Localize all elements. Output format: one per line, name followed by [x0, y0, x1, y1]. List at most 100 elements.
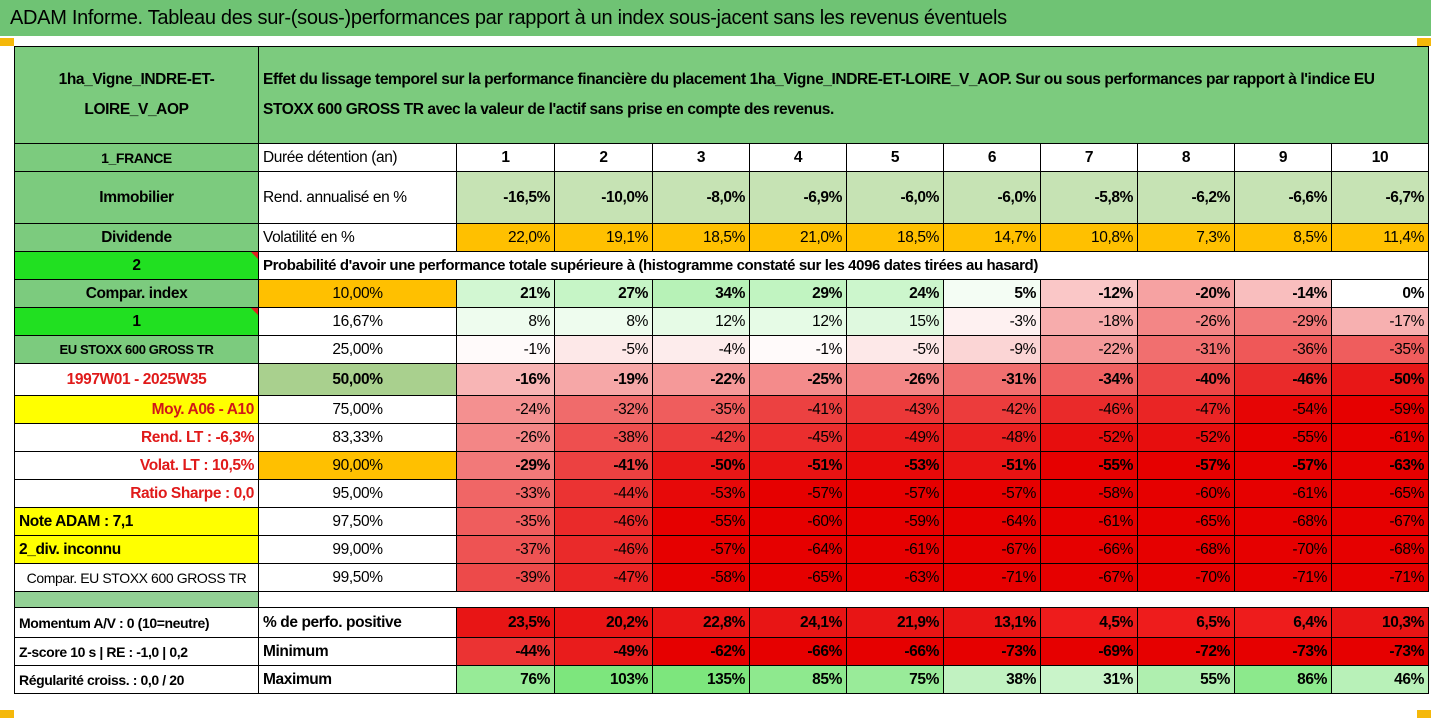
- quantile-value: -5%: [554, 335, 653, 364]
- quantile-label: 50,00%: [258, 363, 457, 396]
- vol-value: 8,5%: [1234, 223, 1332, 252]
- rend-value: -6,2%: [1137, 171, 1235, 224]
- zscore-label: Z-score 10 s | RE : -1,0 | 0,2: [14, 637, 259, 666]
- year-header: 9: [1234, 143, 1332, 172]
- moy-label: Moy. A06 - A10: [14, 395, 259, 424]
- quantile-value: -31%: [1137, 335, 1235, 364]
- num2-label: 2: [14, 251, 259, 280]
- quantile-value: -64%: [943, 507, 1041, 536]
- quantile-value: -1%: [749, 335, 847, 364]
- minimum-value: -73%: [1331, 637, 1429, 666]
- quantile-value: -36%: [1234, 335, 1332, 364]
- quantile-value: -64%: [749, 535, 847, 564]
- compar-full-label: Compar. EU STOXX 600 GROSS TR: [14, 563, 259, 592]
- quantile-value: -65%: [749, 563, 847, 592]
- quantile-value: -5%: [846, 335, 944, 364]
- country-label: 1_FRANCE: [14, 143, 259, 172]
- perf-pos-value: 6,4%: [1234, 607, 1332, 638]
- quantile-value: -57%: [1137, 451, 1235, 480]
- perf-pos-value: 23,5%: [456, 607, 555, 638]
- quantile-value: -3%: [943, 307, 1041, 336]
- quantile-value: -19%: [554, 363, 653, 396]
- maximum-value: 86%: [1234, 665, 1332, 694]
- vol-value: 7,3%: [1137, 223, 1235, 252]
- minimum-value: -73%: [943, 637, 1041, 666]
- regularite-label: Régularité croiss. : 0,0 / 20: [14, 665, 259, 694]
- quantile-value: -47%: [1137, 395, 1235, 424]
- vol-value: 21,0%: [749, 223, 847, 252]
- quantile-value: -65%: [1137, 507, 1235, 536]
- quantile-value: -70%: [1137, 563, 1235, 592]
- quantile-label: 99,50%: [258, 563, 457, 592]
- period-label: 1997W01 - 2025W35: [14, 363, 259, 396]
- quantile-value: -63%: [1331, 451, 1429, 480]
- quantile-value: -61%: [1234, 479, 1332, 508]
- rend-value: -16,5%: [456, 171, 555, 224]
- rend-lt-label: Rend. LT : -6,3%: [14, 423, 259, 452]
- quantile-label: 83,33%: [258, 423, 457, 452]
- quantile-value: -61%: [1331, 423, 1429, 452]
- description-cell: Effet du lissage temporel sur la perform…: [258, 46, 1429, 144]
- year-header: 4: [749, 143, 847, 172]
- minimum-value: -49%: [554, 637, 653, 666]
- quantile-value: -63%: [846, 563, 944, 592]
- quantile-value: -34%: [1040, 363, 1138, 396]
- year-header: 2: [554, 143, 653, 172]
- left-marker: [0, 38, 14, 46]
- right-marker-bottom: [1417, 710, 1431, 718]
- rend-value: -6,0%: [943, 171, 1041, 224]
- rend-value: -8,0%: [652, 171, 750, 224]
- quantile-value: -17%: [1331, 307, 1429, 336]
- quantile-value: 29%: [749, 279, 847, 308]
- quantile-value: -59%: [846, 507, 944, 536]
- quantile-value: 8%: [456, 307, 555, 336]
- quantile-value: -41%: [749, 395, 847, 424]
- quantile-value: -43%: [846, 395, 944, 424]
- year-header: 6: [943, 143, 1041, 172]
- quantile-value: -55%: [652, 507, 750, 536]
- quantile-value: -54%: [1234, 395, 1332, 424]
- perf-pos-value: 10,3%: [1331, 607, 1429, 638]
- quantile-value: -26%: [1137, 307, 1235, 336]
- vol-value: 19,1%: [554, 223, 653, 252]
- quantile-value: 0%: [1331, 279, 1429, 308]
- quantile-value: -37%: [456, 535, 555, 564]
- year-header: 10: [1331, 143, 1429, 172]
- maximum-value: 46%: [1331, 665, 1429, 694]
- quantile-value: -70%: [1234, 535, 1332, 564]
- maximum-value: 75%: [846, 665, 944, 694]
- quantile-value: -22%: [1040, 335, 1138, 364]
- quantile-value: -67%: [1331, 507, 1429, 536]
- quantile-value: -45%: [749, 423, 847, 452]
- quantile-value: -46%: [554, 535, 653, 564]
- quantile-value: -66%: [1040, 535, 1138, 564]
- year-header: 5: [846, 143, 944, 172]
- quantile-value: -55%: [1234, 423, 1332, 452]
- quantile-value: -53%: [652, 479, 750, 508]
- quantile-value: -35%: [1331, 335, 1429, 364]
- num1-label: 1: [14, 307, 259, 336]
- quantile-value: -57%: [846, 479, 944, 508]
- quantile-value: -1%: [456, 335, 555, 364]
- quantile-label: 95,00%: [258, 479, 457, 508]
- quantile-value: -58%: [1040, 479, 1138, 508]
- vol-value: 10,8%: [1040, 223, 1138, 252]
- maximum-value: 55%: [1137, 665, 1235, 694]
- quantile-value: -42%: [652, 423, 750, 452]
- rend-value: -6,7%: [1331, 171, 1429, 224]
- maximum-value: 38%: [943, 665, 1041, 694]
- year-header: 7: [1040, 143, 1138, 172]
- report-title: ADAM Informe. Tableau des sur-(sous-)per…: [0, 0, 1431, 36]
- spacer-blank: [259, 592, 1429, 608]
- quantile-value: 12%: [749, 307, 847, 336]
- div-label: 2_div. inconnu: [14, 535, 259, 564]
- quantile-label: 90,00%: [258, 451, 457, 480]
- quantile-value: -44%: [554, 479, 653, 508]
- perf-pos-label: % de perfo. positive: [258, 607, 457, 638]
- rend-value: -5,8%: [1040, 171, 1138, 224]
- quantile-value: -47%: [554, 563, 653, 592]
- compar-index-label: Compar. index: [14, 279, 259, 308]
- quantile-value: -32%: [554, 395, 653, 424]
- perf-pos-value: 20,2%: [554, 607, 653, 638]
